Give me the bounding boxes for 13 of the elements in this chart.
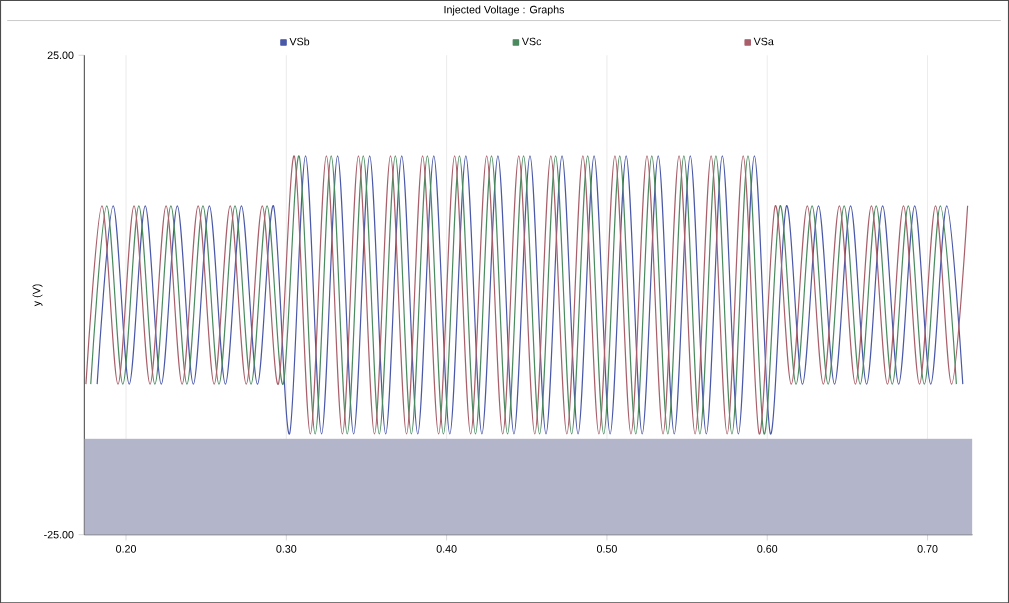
x-tick-label: 0.40 (436, 544, 457, 553)
y-tick-label: -25.00 (44, 530, 74, 539)
legend-label: VSc (521, 37, 542, 46)
legend-label: VSa (753, 37, 774, 46)
y-axis-title: y (V) (32, 284, 43, 307)
chart-title: Injected Voltage : Graphs (444, 5, 565, 16)
x-tick-label: 0.20 (116, 544, 136, 553)
x-tick-label: 0.50 (596, 544, 617, 553)
x-tick-label: 0.70 (917, 544, 938, 553)
y-tick-label: 25.00 (47, 51, 74, 59)
x-tick-label: 0.30 (276, 544, 297, 553)
x-tick-label: 0.60 (757, 544, 778, 553)
legend-label: VSb (289, 37, 310, 46)
